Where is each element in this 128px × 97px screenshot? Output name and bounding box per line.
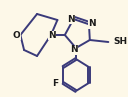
- Text: O: O: [13, 30, 20, 39]
- Text: N: N: [67, 14, 75, 23]
- Text: F: F: [52, 78, 58, 87]
- Text: N: N: [70, 45, 78, 55]
- Text: N: N: [48, 30, 56, 39]
- Text: SH: SH: [113, 38, 127, 46]
- Text: N: N: [88, 19, 95, 29]
